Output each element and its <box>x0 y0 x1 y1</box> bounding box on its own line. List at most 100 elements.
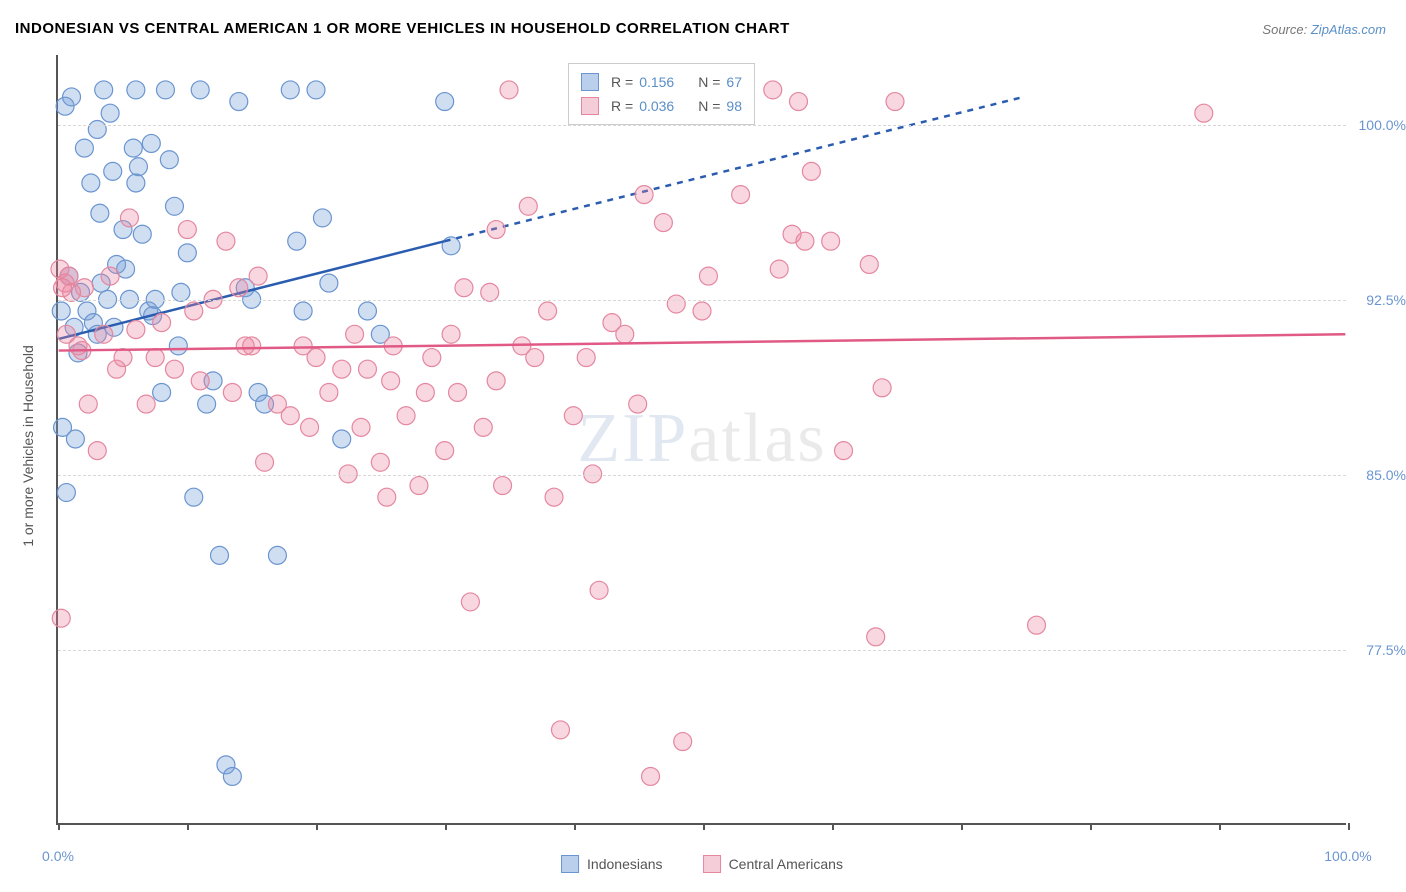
scatter-point <box>1028 616 1046 634</box>
scatter-point <box>75 139 93 157</box>
chart-svg <box>58 55 1346 823</box>
legend-swatch <box>581 73 599 91</box>
scatter-point <box>667 295 685 313</box>
scatter-point <box>307 349 325 367</box>
scatter-point <box>108 360 126 378</box>
scatter-point <box>822 232 840 250</box>
scatter-point <box>790 93 808 111</box>
series-legend: IndonesiansCentral Americans <box>561 855 843 873</box>
scatter-point <box>236 337 254 355</box>
scatter-point <box>82 174 100 192</box>
scatter-point <box>185 488 203 506</box>
scatter-point <box>584 465 602 483</box>
scatter-point <box>66 430 84 448</box>
scatter-point <box>133 225 151 243</box>
scatter-point <box>358 302 376 320</box>
r-label: R = <box>611 74 633 90</box>
scatter-point <box>127 81 145 99</box>
scatter-point <box>91 204 109 222</box>
gridline <box>58 300 1346 301</box>
scatter-point <box>449 383 467 401</box>
scatter-point <box>320 383 338 401</box>
scatter-point <box>88 442 106 460</box>
x-tick <box>1348 823 1350 830</box>
scatter-point <box>307 81 325 99</box>
x-tick <box>187 823 189 830</box>
scatter-point <box>481 283 499 301</box>
scatter-point <box>217 232 235 250</box>
scatter-point <box>886 93 904 111</box>
scatter-point <box>423 349 441 367</box>
scatter-point <box>52 609 70 627</box>
scatter-point <box>629 395 647 413</box>
scatter-point <box>455 279 473 297</box>
scatter-point <box>442 237 460 255</box>
scatter-point <box>860 255 878 273</box>
correlation-legend: R = 0.156N = 67R = 0.036N = 98 <box>568 63 755 125</box>
scatter-point <box>654 214 672 232</box>
x-tick <box>445 823 447 830</box>
scatter-point <box>127 321 145 339</box>
scatter-point <box>358 360 376 378</box>
scatter-point <box>165 360 183 378</box>
scatter-point <box>52 302 70 320</box>
legend-swatch <box>581 97 599 115</box>
scatter-point <box>301 418 319 436</box>
scatter-point <box>378 488 396 506</box>
scatter-point <box>198 395 216 413</box>
scatter-point <box>223 767 241 785</box>
scatter-point <box>75 279 93 297</box>
scatter-point <box>57 484 75 502</box>
scatter-point <box>382 372 400 390</box>
scatter-point <box>169 337 187 355</box>
source-attribution: Source: ZipAtlas.com <box>1262 22 1386 37</box>
scatter-point <box>545 488 563 506</box>
scatter-point <box>178 244 196 262</box>
scatter-point <box>129 158 147 176</box>
scatter-point <box>1195 104 1213 122</box>
scatter-point <box>333 430 351 448</box>
legend-item: Indonesians <box>561 855 663 873</box>
gridline <box>58 475 1346 476</box>
gridline <box>58 650 1346 651</box>
scatter-point <box>352 418 370 436</box>
gridline <box>58 125 1346 126</box>
legend-swatch <box>561 855 579 873</box>
scatter-point <box>539 302 557 320</box>
scatter-point <box>642 767 660 785</box>
source-link[interactable]: ZipAtlas.com <box>1311 22 1386 37</box>
scatter-point <box>770 260 788 278</box>
scatter-point <box>101 267 119 285</box>
scatter-point <box>397 407 415 425</box>
scatter-point <box>160 151 178 169</box>
scatter-point <box>127 174 145 192</box>
chart-title: INDONESIAN VS CENTRAL AMERICAN 1 OR MORE… <box>15 20 790 37</box>
legend-label: Indonesians <box>587 856 663 872</box>
x-tick <box>703 823 705 830</box>
scatter-point <box>191 81 209 99</box>
scatter-point <box>230 93 248 111</box>
scatter-point <box>442 325 460 343</box>
x-tick <box>961 823 963 830</box>
scatter-point <box>693 302 711 320</box>
x-tick <box>1219 823 1221 830</box>
scatter-point <box>487 221 505 239</box>
scatter-point <box>142 134 160 152</box>
scatter-point <box>120 209 138 227</box>
scatter-point <box>268 546 286 564</box>
scatter-point <box>564 407 582 425</box>
scatter-point <box>835 442 853 460</box>
scatter-point <box>165 197 183 215</box>
scatter-point <box>256 453 274 471</box>
legend-swatch <box>703 855 721 873</box>
source-label: Source: <box>1262 22 1307 37</box>
scatter-point <box>500 81 518 99</box>
scatter-point <box>526 349 544 367</box>
scatter-point <box>416 383 434 401</box>
scatter-point <box>616 325 634 343</box>
scatter-point <box>494 477 512 495</box>
scatter-point <box>191 372 209 390</box>
scatter-point <box>223 383 241 401</box>
r-label: R = <box>611 98 633 114</box>
scatter-point <box>172 283 190 301</box>
